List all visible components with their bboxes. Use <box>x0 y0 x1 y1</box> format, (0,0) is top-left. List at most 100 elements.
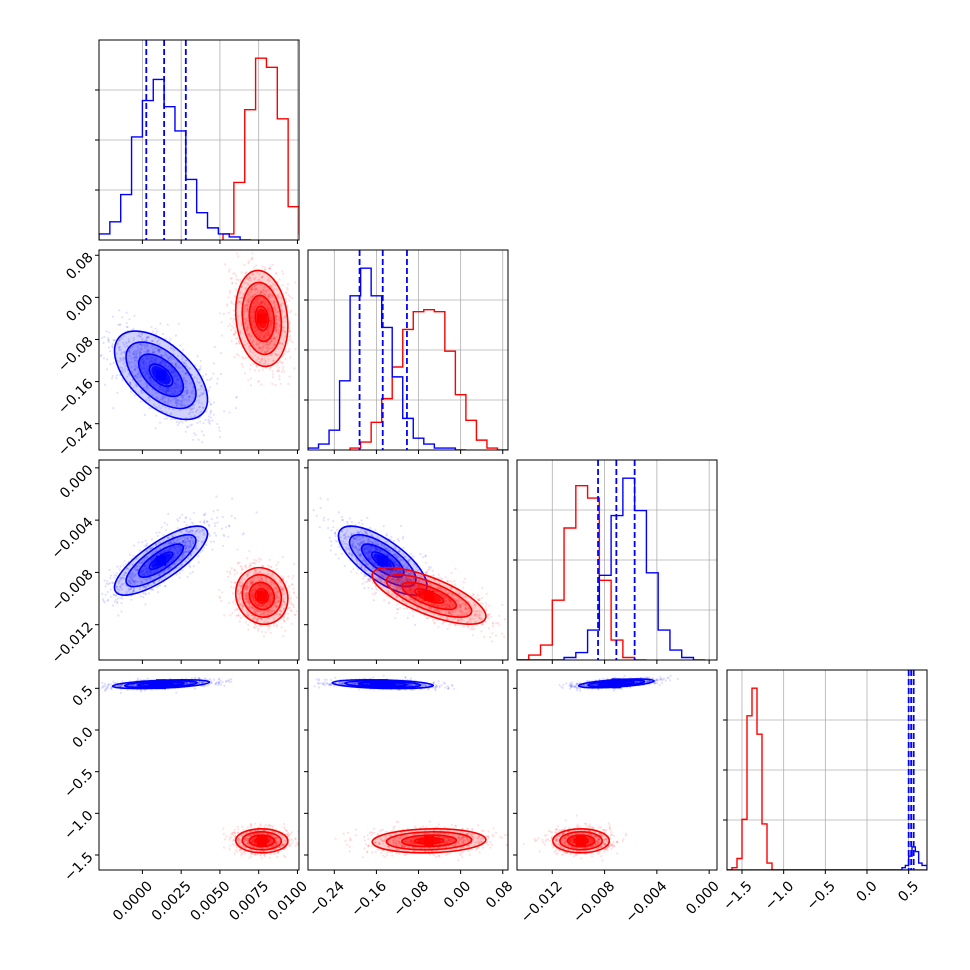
scatter-point <box>183 361 186 365</box>
scatter-point <box>232 326 235 329</box>
scatter-point <box>164 351 167 354</box>
scatter-point <box>250 258 253 261</box>
scatter-point <box>147 336 150 339</box>
scatter-point <box>187 550 190 553</box>
scatter-point <box>109 363 112 366</box>
scatter-point <box>251 341 254 344</box>
scatter-point <box>185 426 189 429</box>
scatter-point <box>294 313 297 316</box>
scatter-point <box>227 296 230 299</box>
scatter-point <box>247 300 250 303</box>
scatter-point <box>122 577 125 580</box>
scatter-point <box>256 355 259 358</box>
scatter-point <box>147 373 150 376</box>
scatter-point <box>165 417 169 420</box>
scatter-point <box>255 283 258 286</box>
scatter-point <box>267 343 270 346</box>
scatter-point <box>155 531 158 535</box>
scatter-point <box>256 301 259 304</box>
scatter-point <box>170 356 173 359</box>
scatter-point <box>255 625 258 628</box>
scatter-point <box>150 546 153 549</box>
scatter-point <box>227 325 230 328</box>
scatter-point <box>272 359 275 362</box>
scatter-point <box>268 311 271 315</box>
scatter-point <box>111 343 114 346</box>
scatter-point <box>174 362 177 365</box>
scatter-point <box>212 413 215 416</box>
scatter-point <box>188 540 191 543</box>
scatter-point <box>194 532 197 535</box>
scatter-point <box>185 390 188 394</box>
scatter-point <box>173 348 176 351</box>
scatter-point <box>184 372 187 375</box>
scatter-point <box>159 398 162 401</box>
scatter-point <box>165 388 168 391</box>
scatter-point <box>231 281 234 284</box>
scatter-point <box>260 359 263 362</box>
scatter-point <box>273 302 276 305</box>
scatter-point <box>154 392 158 395</box>
scatter-point <box>162 550 165 553</box>
scatter-point <box>190 536 193 539</box>
scatter-point <box>128 362 131 365</box>
scatter-point <box>260 275 263 279</box>
scatter-point <box>267 333 270 336</box>
scatter-point <box>268 341 271 344</box>
scatter-point <box>176 518 179 521</box>
scatter-point <box>254 562 257 565</box>
scatter-point <box>266 350 269 353</box>
scatter-point <box>244 321 247 324</box>
scatter-point <box>135 353 138 356</box>
scatter-point <box>101 598 104 601</box>
scatter-point <box>108 582 111 585</box>
scatter-point <box>186 425 190 428</box>
scatter-point <box>264 332 267 335</box>
scatter-point <box>254 287 257 290</box>
scatter-point <box>148 361 151 364</box>
scatter-point <box>167 389 170 393</box>
scatter-point <box>195 548 198 551</box>
scatter-point <box>198 406 201 409</box>
scatter-point <box>201 384 204 387</box>
scatter-point <box>193 414 196 417</box>
scatter-point <box>270 354 273 357</box>
scatter-point <box>183 541 186 544</box>
scatter-point <box>181 556 184 560</box>
scatter-point <box>209 403 212 406</box>
scatter-point <box>144 571 147 574</box>
scatter-point <box>264 351 267 354</box>
scatter-point <box>253 285 256 288</box>
scatter-point <box>113 574 116 577</box>
scatter-point <box>275 339 278 342</box>
scatter-point <box>245 271 248 274</box>
scatter-point <box>131 572 134 575</box>
scatter-point <box>160 551 163 555</box>
scatter-point <box>233 581 236 585</box>
scatter-point <box>258 362 261 365</box>
scatter-point <box>251 593 254 597</box>
y-tick-label: 0.08 <box>63 250 96 283</box>
scatter-point <box>260 360 263 363</box>
scatter-point <box>146 550 149 553</box>
scatter-point <box>271 345 274 348</box>
scatter-point <box>185 551 188 554</box>
scatter-point <box>144 557 147 560</box>
scatter-point <box>259 333 262 336</box>
scatter-point <box>173 562 176 566</box>
scatter-point <box>169 418 172 421</box>
scatter-point <box>139 364 142 367</box>
scatter-point <box>253 325 256 328</box>
scatter-point <box>173 387 176 390</box>
scatter-point <box>156 591 159 594</box>
scatter-point <box>189 540 192 543</box>
scatter-point <box>154 550 158 553</box>
scatter-point <box>151 578 154 581</box>
scatter-point <box>267 358 270 361</box>
scatter-point <box>150 538 154 541</box>
scatter-point <box>263 335 266 338</box>
scatter-point <box>186 388 189 392</box>
scatter-point <box>233 322 236 325</box>
scatter-point <box>192 376 195 380</box>
histogram-step <box>349 308 508 450</box>
